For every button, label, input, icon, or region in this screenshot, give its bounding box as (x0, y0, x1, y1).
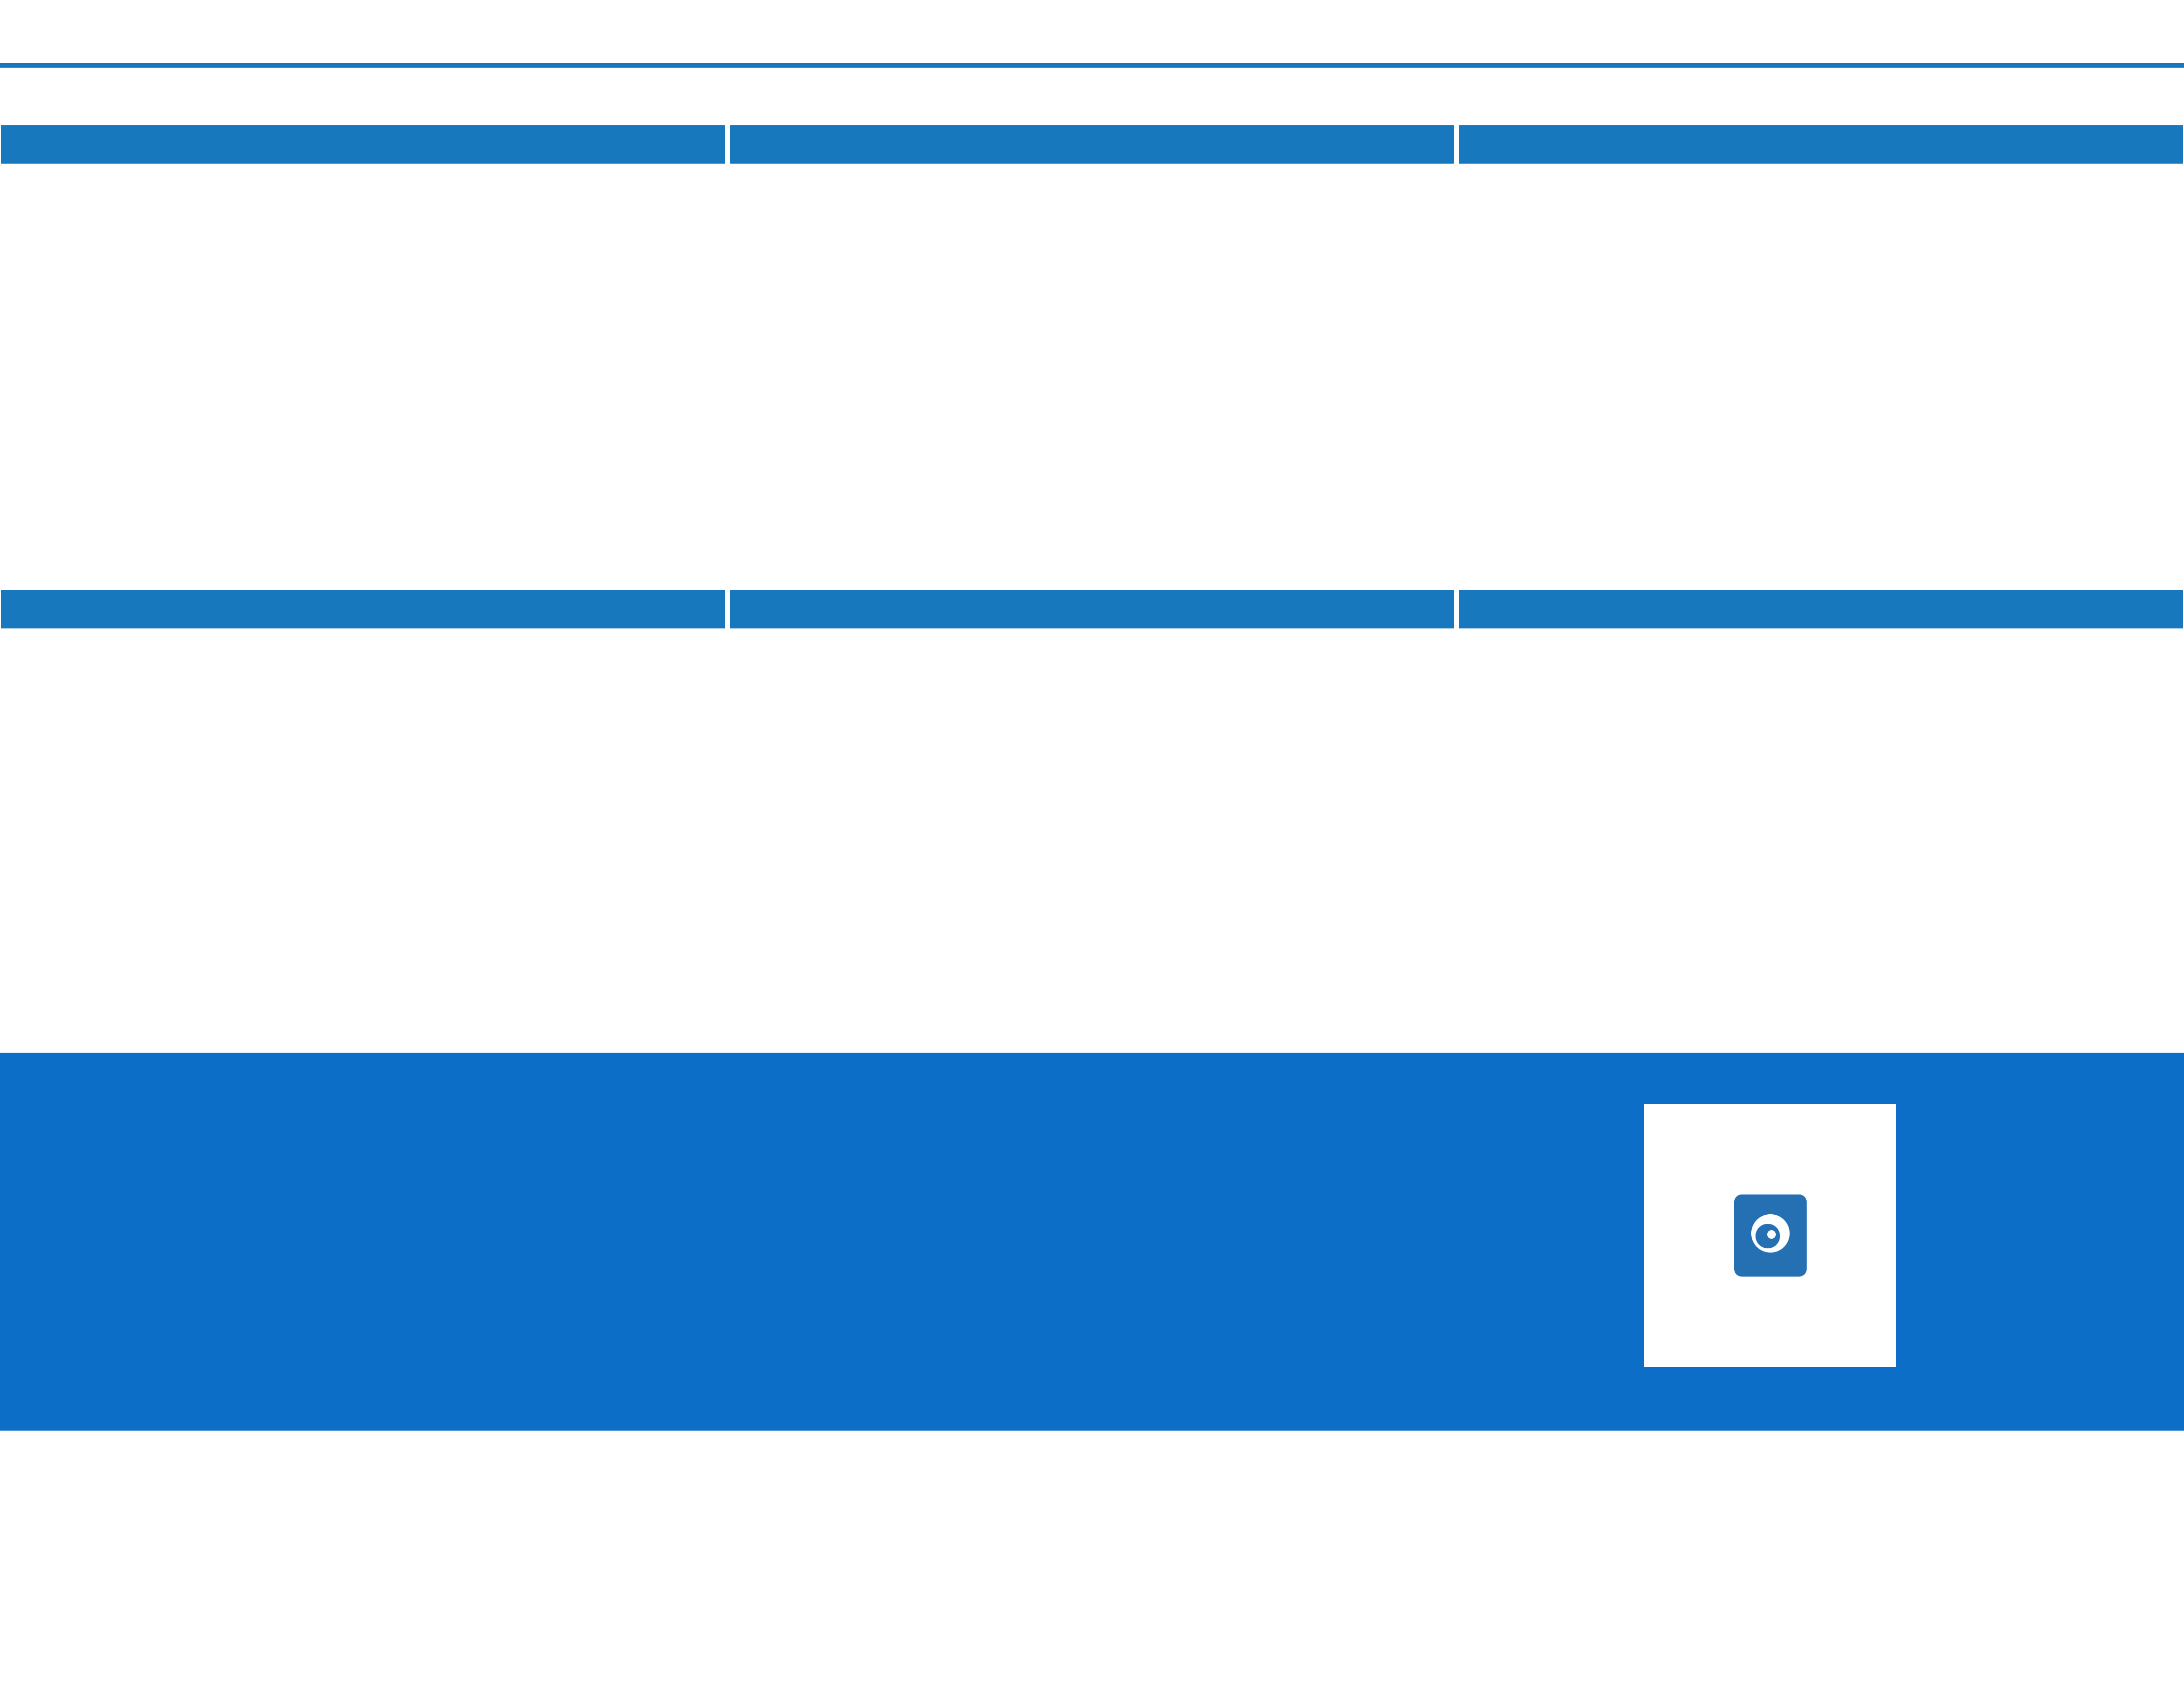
line-chart (730, 628, 1454, 1048)
chart-panel-tube (730, 590, 1454, 1048)
page-subtitle (0, 68, 2184, 114)
page-title (0, 0, 2184, 63)
line-chart (1459, 164, 2183, 584)
line-chart (730, 164, 1454, 584)
chart-title (1459, 590, 2183, 628)
chart-panel-refined-rod (1459, 590, 2183, 1048)
line-chart (1459, 628, 2183, 1048)
chart-panel-smm-weekly (1, 125, 725, 584)
line-chart (1, 164, 725, 584)
line-chart (1, 628, 725, 1048)
chart-panel-strip (1459, 125, 2183, 584)
chart-title (1, 590, 725, 628)
chart-panel-scrap-rod (1, 590, 725, 1048)
report-page (0, 0, 2184, 1431)
charts-grid (0, 123, 2184, 1048)
data-source-note (0, 114, 2184, 123)
chart-title (1459, 125, 2183, 164)
qr-code (1644, 1104, 1896, 1367)
footer-banner (0, 1053, 2184, 1431)
company-logo-icon (1751, 1214, 1790, 1253)
qr-center-logo (1729, 1190, 1811, 1281)
title-divider (0, 63, 2184, 68)
chart-panel-rod-weekly-rate (730, 125, 1454, 584)
chart-title (730, 590, 1454, 628)
chart-title (1, 125, 725, 164)
chart-title (730, 125, 1454, 164)
